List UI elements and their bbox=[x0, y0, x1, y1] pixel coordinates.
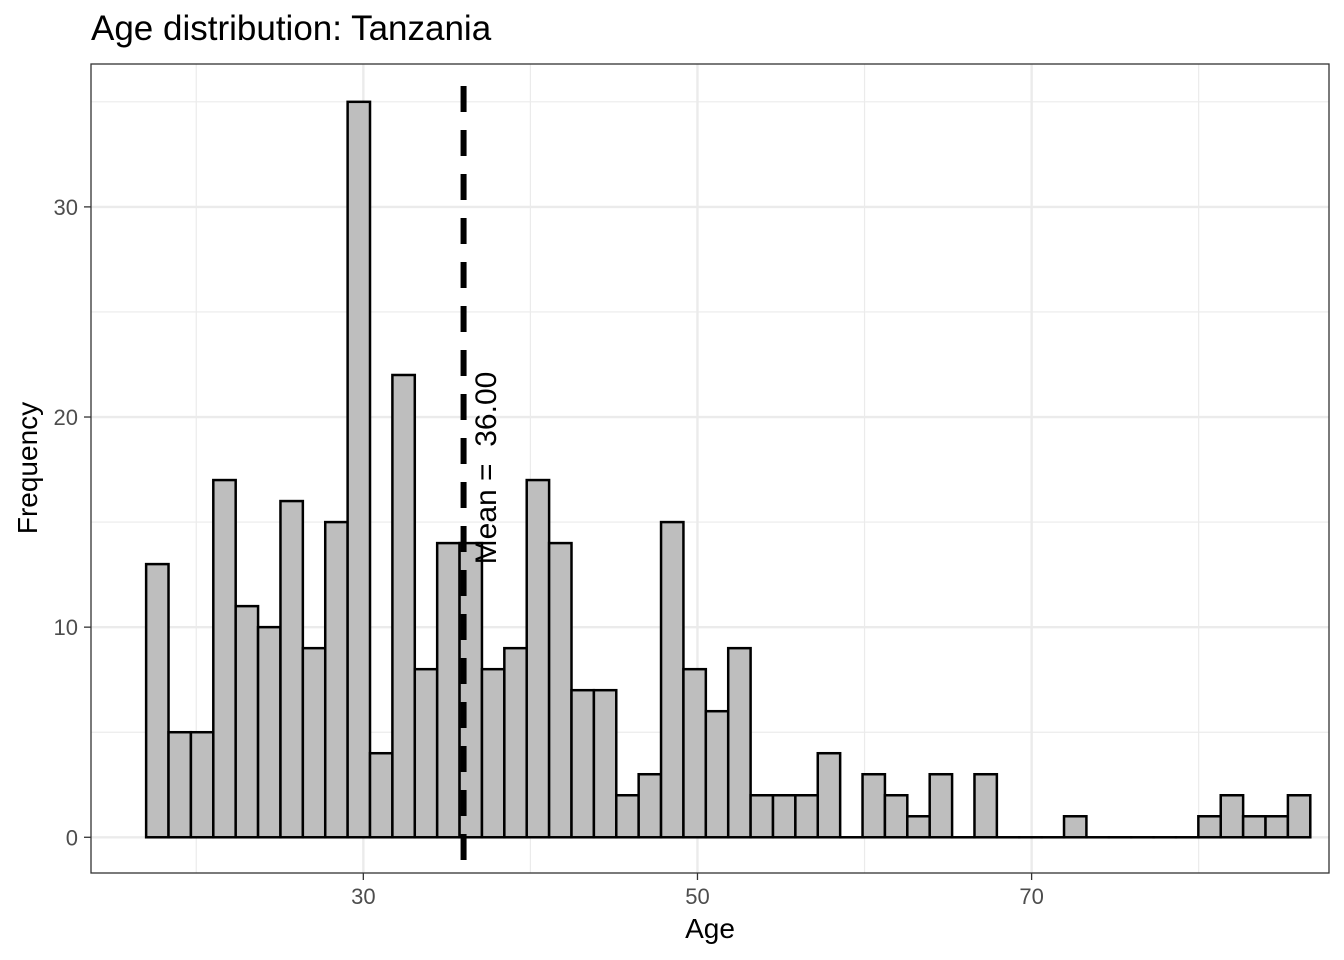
histogram-bar bbox=[368, 751, 394, 839]
histogram-bar bbox=[480, 667, 506, 839]
y-tick-label: 30 bbox=[54, 195, 78, 220]
histogram-bar bbox=[212, 478, 237, 839]
histogram-bar bbox=[144, 562, 170, 839]
histogram-bar bbox=[749, 794, 775, 839]
histogram-bar bbox=[928, 772, 954, 839]
bars bbox=[144, 100, 1312, 839]
histogram-bar bbox=[861, 772, 887, 839]
histogram-bar bbox=[525, 478, 551, 839]
histogram-bar bbox=[391, 373, 417, 839]
x-axis-title: Age bbox=[685, 913, 735, 944]
histogram-bar bbox=[682, 667, 708, 839]
y-tick-label: 20 bbox=[54, 405, 78, 430]
histogram-bar bbox=[1062, 815, 1088, 839]
histogram-bar bbox=[794, 794, 820, 839]
histogram-bar bbox=[1241, 815, 1267, 839]
chart-title: Age distribution: Tanzania bbox=[91, 9, 492, 48]
histogram-bar bbox=[167, 730, 193, 839]
histogram-bar bbox=[346, 100, 372, 839]
histogram-bar bbox=[503, 646, 528, 839]
histogram-bar bbox=[771, 794, 797, 839]
histogram-bar bbox=[413, 667, 439, 839]
y-axis-ticks: 0 10 20 30 bbox=[54, 195, 91, 850]
y-tick-label: 0 bbox=[66, 825, 78, 850]
histogram-bar bbox=[1264, 815, 1290, 839]
histogram-bar bbox=[726, 646, 752, 839]
histogram-bar bbox=[615, 794, 640, 839]
histogram-bar bbox=[234, 604, 260, 839]
histogram-bar bbox=[301, 646, 327, 839]
histogram-bar bbox=[323, 520, 349, 839]
histogram-bar bbox=[659, 520, 685, 839]
x-tick-label: 50 bbox=[685, 884, 709, 909]
histogram-bar bbox=[973, 772, 999, 839]
panel-border bbox=[90, 63, 1330, 874]
histogram-bar bbox=[279, 499, 305, 839]
histogram-bar bbox=[256, 625, 282, 839]
y-tick-label: 10 bbox=[54, 615, 78, 640]
histogram-bar bbox=[637, 772, 663, 839]
histogram-bar bbox=[547, 541, 573, 839]
histogram-bar bbox=[592, 688, 618, 839]
histogram-bar bbox=[1286, 794, 1312, 839]
histogram-bar bbox=[1197, 815, 1222, 839]
histogram-bar bbox=[816, 751, 842, 839]
histogram-bar bbox=[1219, 794, 1245, 839]
histogram-bar bbox=[704, 709, 730, 839]
histogram-bar bbox=[189, 730, 215, 839]
histogram-bar bbox=[570, 688, 596, 839]
y-axis-title: Frequency bbox=[12, 402, 43, 534]
histogram-bar bbox=[883, 794, 909, 839]
x-tick-label: 30 bbox=[351, 884, 375, 909]
mean-annotation: Mean = 36.00 bbox=[460, 86, 503, 873]
histogram-bar bbox=[435, 541, 461, 839]
mean-label: Mean = 36.00 bbox=[470, 372, 503, 565]
x-tick-label: 70 bbox=[1019, 884, 1043, 909]
x-axis-ticks: 30 50 70 bbox=[351, 873, 1044, 909]
histogram-bar bbox=[906, 815, 931, 839]
